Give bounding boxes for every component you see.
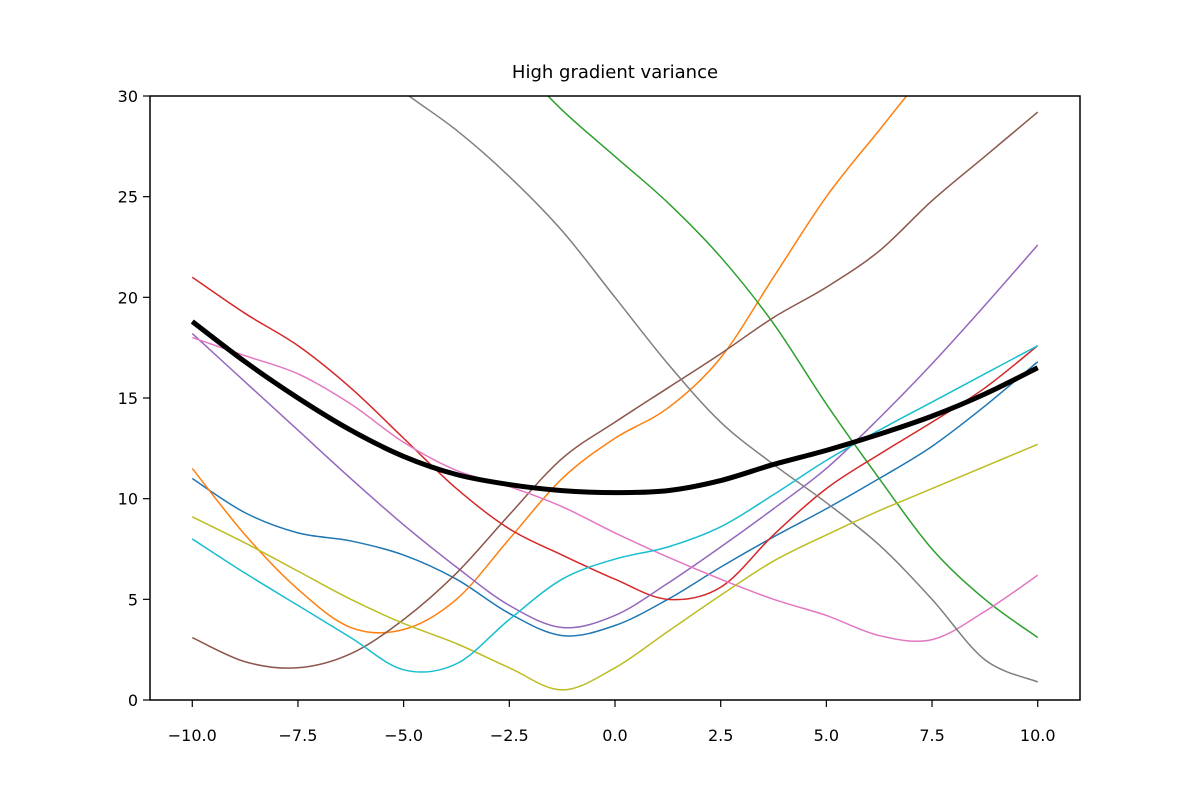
series-line <box>191 244 1039 629</box>
y-tick-label: 10 <box>118 490 138 509</box>
series-line <box>191 96 908 634</box>
y-tick-label: 5 <box>128 590 138 609</box>
plot-area <box>190 96 1039 691</box>
x-tick-label: −7.5 <box>279 726 318 745</box>
series-line <box>407 96 1039 683</box>
y-tick-label: 25 <box>118 188 138 207</box>
series-line <box>191 111 1039 669</box>
y-tick-label: 30 <box>118 87 138 106</box>
x-tick-label: −2.5 <box>490 726 529 745</box>
series-line <box>191 443 1039 691</box>
x-tick-label: 7.5 <box>919 726 944 745</box>
x-tick-label: −5.0 <box>384 726 423 745</box>
x-tick-label: 10.0 <box>1020 726 1056 745</box>
chart-title: High gradient variance <box>512 62 718 83</box>
series-line <box>191 361 1039 637</box>
y-tick-label: 20 <box>118 288 138 307</box>
x-tick-label: 2.5 <box>708 726 733 745</box>
y-tick-label: 0 <box>128 691 138 710</box>
series-line <box>191 344 1039 673</box>
series-line <box>190 319 1039 496</box>
x-tick-label: 0.0 <box>602 726 627 745</box>
x-tick-label: −10.0 <box>168 726 217 745</box>
x-tick-label: 5.0 <box>814 726 839 745</box>
series-line <box>191 276 1039 601</box>
series-line <box>192 336 1039 642</box>
y-tick-label: 15 <box>118 389 138 408</box>
series-line <box>546 96 1039 639</box>
